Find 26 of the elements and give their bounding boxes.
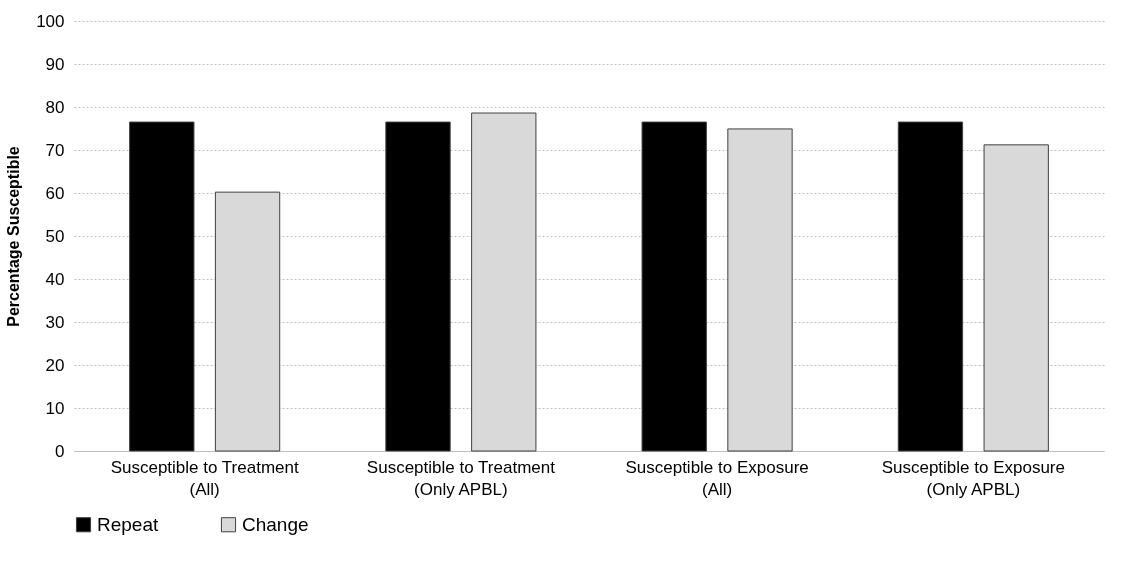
y-tick-label: 40 — [45, 269, 65, 289]
bar — [897, 121, 964, 452]
y-tick-label: 100 — [36, 11, 65, 31]
legend-label: Change — [242, 513, 309, 535]
x-tick-label: Susceptible to Treatment (Only APBL) — [366, 457, 556, 499]
bar — [983, 144, 1049, 452]
y-axis-title: Percentage Susceptible — [5, 146, 23, 327]
x-tick-label: Susceptible to Treatment (All) — [110, 457, 299, 499]
bar — [385, 121, 451, 452]
bar — [471, 112, 537, 452]
y-tick-label: 60 — [45, 183, 65, 203]
bar — [129, 121, 195, 452]
x-tick-label: Susceptible to Exposure (All) — [625, 457, 809, 499]
legend-label: Repeat — [97, 513, 159, 535]
bar — [641, 121, 707, 452]
y-tick-label: 50 — [45, 226, 65, 246]
y-tick-label: 10 — [45, 398, 65, 418]
y-tick-label: 30 — [45, 312, 65, 332]
y-tick-label: 80 — [45, 97, 65, 117]
y-tick-label: 90 — [45, 54, 65, 74]
x-tick-label: Susceptible to Exposure (Only APBL) — [881, 457, 1065, 499]
y-tick-label: 70 — [45, 140, 65, 160]
y-tick-label: 0 — [55, 441, 65, 461]
bar — [214, 191, 281, 452]
y-tick-label: 20 — [45, 355, 65, 375]
bar — [727, 128, 793, 452]
